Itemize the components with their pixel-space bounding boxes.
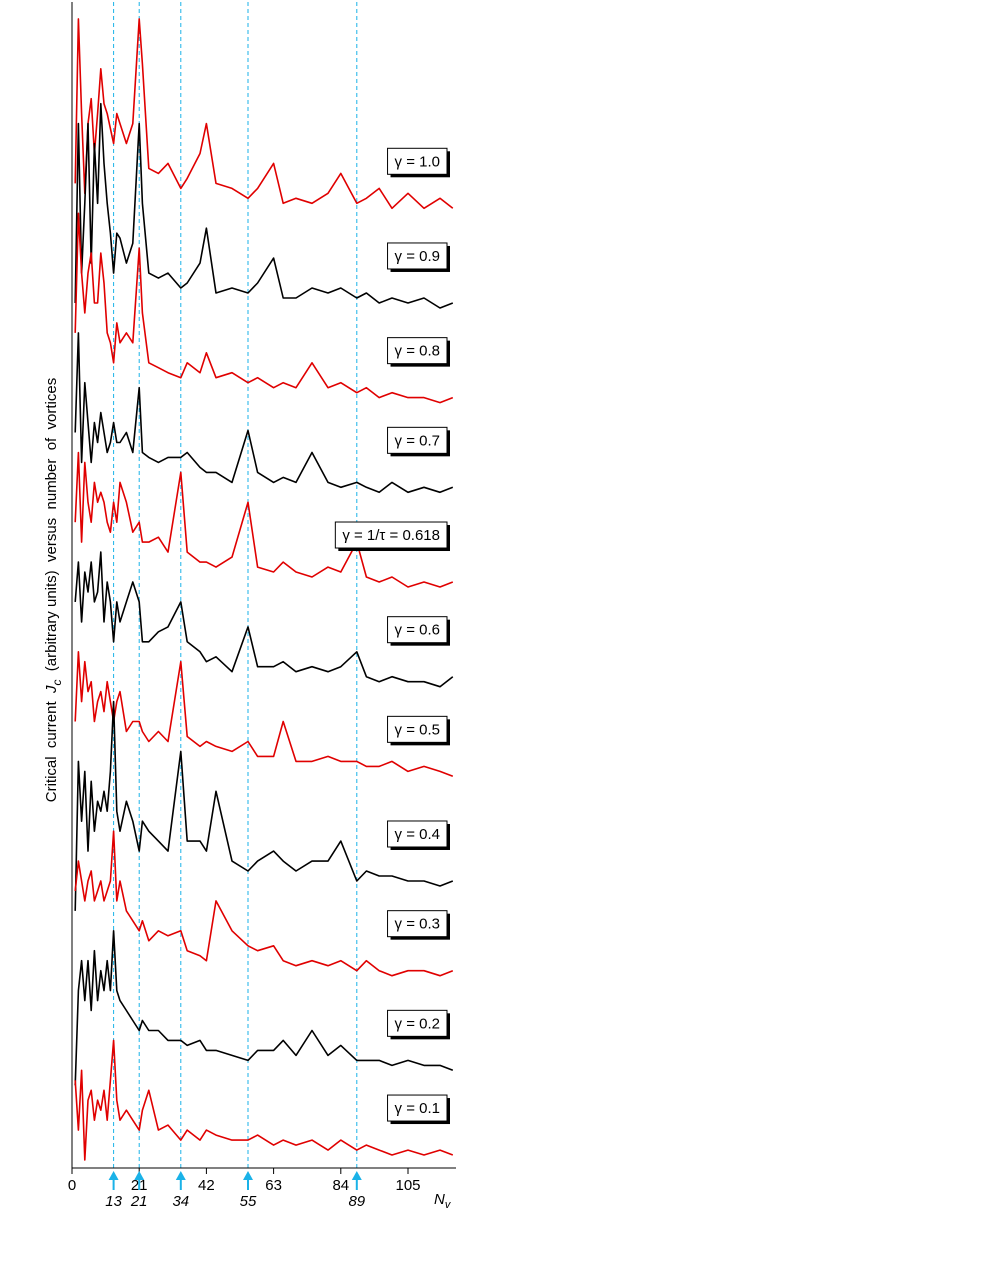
marker-label: 13	[105, 1193, 122, 1210]
series-label-box: γ = 0.6	[387, 616, 450, 646]
series-line	[74, 451, 454, 588]
series-label: γ = 0.1	[395, 1100, 440, 1117]
series-label: γ = 0.3	[395, 916, 440, 933]
y-label-part: c	[50, 680, 64, 686]
label-box	[334, 521, 448, 549]
x-tick-label: 63	[265, 1177, 282, 1194]
series-label-box: γ = 0.9	[387, 242, 450, 272]
x-tick-label: 0	[68, 1177, 76, 1194]
marker-arrow-head	[134, 1171, 145, 1180]
series-label-box: γ = 0.8	[387, 337, 450, 367]
series-label: γ = 0.7	[395, 432, 440, 449]
y-label-part: J	[43, 685, 60, 694]
series-label-box: γ = 1.0	[387, 147, 450, 178]
series-label: γ = 1.0	[395, 153, 440, 170]
series-label-box: γ = 0.5	[387, 715, 450, 746]
series-line	[74, 102, 454, 309]
x-tick-label: 105	[395, 1177, 420, 1194]
x-label-main: N	[434, 1191, 445, 1208]
marker-label: 34	[172, 1193, 189, 1210]
series-label-box: γ = 0.2	[387, 1009, 450, 1040]
marker-arrow-head	[175, 1171, 186, 1180]
series-label-box: γ = 0.1	[387, 1094, 450, 1125]
series-line	[74, 18, 454, 210]
x-tick-label: 84	[332, 1177, 349, 1194]
label-box	[387, 715, 448, 743]
y-label-part: (arbitrary units) versus number of vorti…	[43, 378, 60, 680]
series-line	[74, 830, 454, 977]
series-label-box: γ = 0.4	[387, 820, 450, 850]
series-line	[74, 551, 454, 688]
marker-arrow-head	[351, 1171, 362, 1180]
x-axis-label: Nv	[434, 1191, 452, 1211]
y-axis-label: Critical current Jc (arbitrary units) ve…	[43, 378, 64, 802]
marker-label: 89	[348, 1193, 365, 1210]
series-line	[74, 651, 454, 778]
label-box	[387, 820, 448, 848]
series-label: γ = 0.5	[395, 721, 440, 738]
series-label: γ = 0.2	[395, 1015, 440, 1032]
label-box	[387, 242, 448, 270]
x-tick-label: 42	[198, 1177, 215, 1194]
series-label-box: γ = 1/τ = 0.618	[334, 521, 450, 552]
marker-label: 21	[130, 1193, 148, 1210]
label-box	[387, 426, 448, 454]
label-box	[387, 337, 448, 365]
label-box	[387, 910, 448, 938]
label-box	[387, 1094, 448, 1122]
series-label: γ = 1/τ = 0.618	[342, 527, 440, 544]
label-box	[387, 616, 448, 644]
series-label: γ = 0.4	[395, 826, 440, 843]
series-label: γ = 0.8	[395, 343, 440, 360]
series-label-box: γ = 0.3	[387, 910, 450, 940]
series-label-box: γ = 0.7	[387, 426, 450, 457]
series-line	[74, 700, 454, 911]
marker-label: 55	[240, 1193, 257, 1210]
label-box	[387, 147, 448, 175]
series-label: γ = 0.9	[395, 248, 440, 265]
series-label: γ = 0.6	[395, 622, 440, 639]
marker-arrow-head	[108, 1171, 119, 1180]
marker-arrow-head	[243, 1171, 253, 1180]
series-line	[74, 930, 454, 1086]
y-label-part: Critical current	[43, 693, 60, 802]
series-line	[74, 212, 454, 404]
label-box	[387, 1009, 448, 1037]
x-label-sub: v	[445, 1199, 452, 1211]
series-line	[74, 1039, 454, 1161]
series-line	[74, 332, 454, 494]
